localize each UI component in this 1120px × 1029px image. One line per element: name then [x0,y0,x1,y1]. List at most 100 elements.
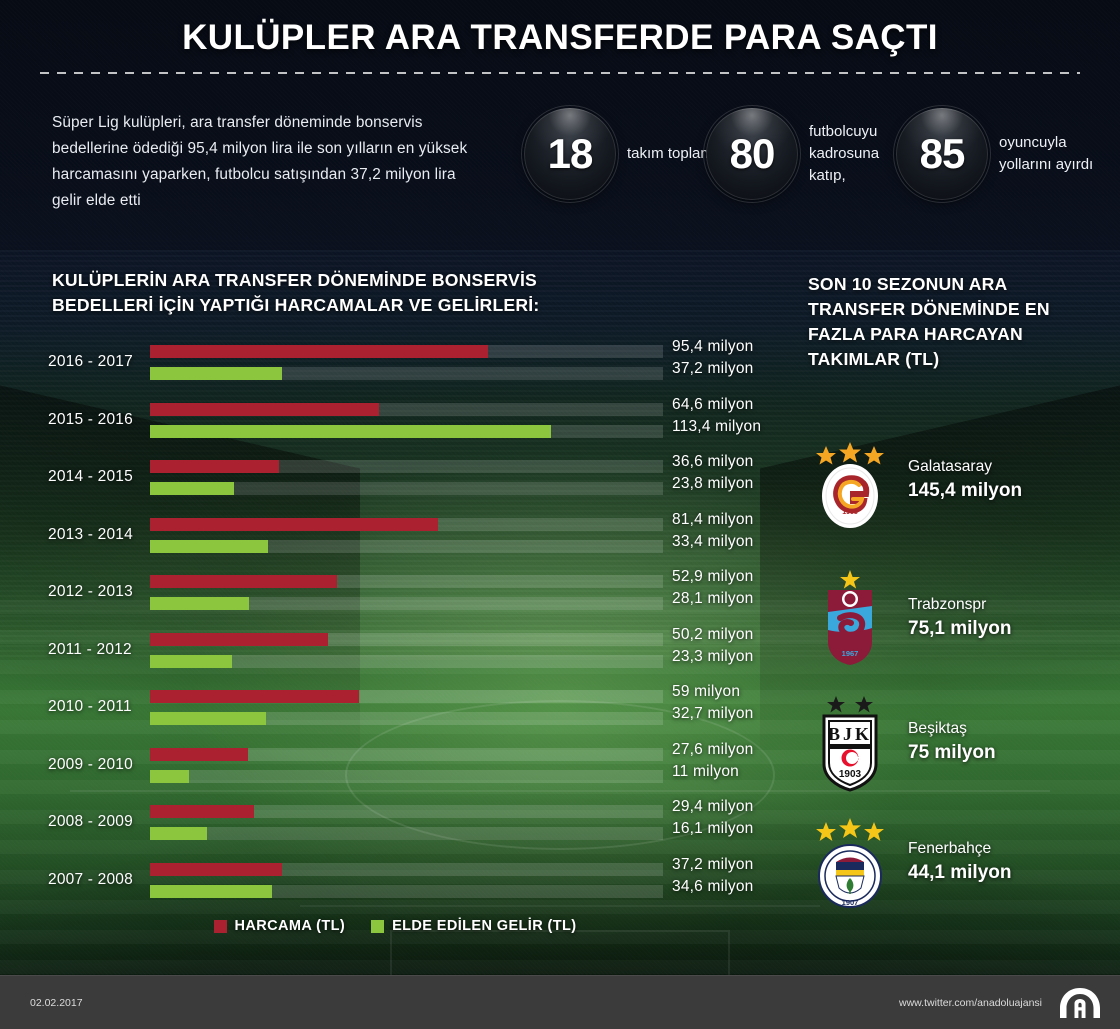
bar-track [150,402,663,416]
bar-fill-gelir [150,539,269,553]
bar-track [150,862,663,876]
bar-track [150,632,663,646]
bar-track [150,539,663,553]
background-pitch-line [300,905,820,907]
bar-value-gelir: 33,4 milyon [672,532,754,550]
bar-fill-harcama [150,575,338,588]
fenerbahce-crest-icon: 1907 [806,812,894,912]
stat-block-teams: 18 takım toplamda [521,105,730,203]
svg-text:BJK: BJK [828,724,872,744]
bar-track [150,805,663,818]
bar-track [150,460,663,473]
bar-fill-harcama [150,402,379,416]
team-row: 1967 Trabzonspr 75,1 milyon [806,568,1012,668]
bar-track [150,712,663,725]
chart-row: 2008 - 2009 29,4 milyon 16,1 milyon [0,797,790,855]
bar-fill-harcama [150,747,248,761]
chart-row: 2011 - 2012 50,2 milyon 23,3 milyon [0,625,790,683]
team-amount: 145,4 milyon [908,480,1023,501]
row-season-label: 2010 - 2011 [48,698,132,715]
bar-value-harcama: 64,6 milyon [672,395,754,413]
bar-track [150,424,663,438]
legend-item-gelir: ELDE EDİLEN GELİR (TL) [371,918,576,934]
bar-fill-harcama [150,517,438,531]
besiktas-crest-icon: BJK 1903 [806,692,894,792]
legend-label-gelir: ELDE EDİLEN GELİR (TL) [392,918,577,934]
chart-row: 2007 - 2008 37,2 milyon 34,6 milyon [0,855,790,913]
stat-circle-departures: 85 [893,105,991,203]
chart-row: 2009 - 2010 27,6 milyon 11 milyon [0,740,790,798]
stat-circle-signings: 80 [703,105,801,203]
team-name: Trabzonspr [908,596,987,613]
stat-circle-teams: 18 [521,105,619,203]
bar-track [150,690,663,703]
stat-number-signings: 80 [729,130,776,177]
team-name: Galatasaray [908,458,993,475]
row-season-label: 2008 - 2009 [48,813,133,830]
background-crowd-texture [0,240,1120,660]
bar-fill-gelir [150,482,235,495]
bar-fill-harcama [150,632,328,646]
team-amount: 75,1 milyon [908,618,1012,639]
team-amount: 75 milyon [908,742,996,763]
footer-twitter-url[interactable]: www.twitter.com/anadoluajansi [899,996,1042,1009]
team-row: 1907 Fenerbahçe 44,1 milyon [806,812,1012,912]
team-name: Fenerbahçe [908,840,992,857]
bar-track [150,884,663,898]
team-name: Beşiktaş [908,720,967,737]
background-penalty-box [390,930,730,980]
bar-fill-gelir [150,597,250,610]
chart-row: 2014 - 2015 36,6 milyon 23,8 milyon [0,452,790,510]
background-center-circle [345,700,775,850]
bar-value-gelir: 23,3 milyon [672,647,754,665]
row-season-label: 2007 - 2008 [48,870,133,888]
bar-track [150,345,663,358]
bar-value-gelir: 32,7 milyon [672,705,754,722]
bar-value-harcama: 37,2 milyon [672,855,754,873]
legend-item-harcama: HARCAMA (TL) [213,918,346,934]
row-season-label: 2012 - 2013 [48,583,133,600]
team-amount: 44,1 milyon [908,862,1012,883]
bar-fill-gelir [150,654,233,668]
aa-logo-icon [1058,986,1102,1020]
bar-fill-gelir [150,367,282,380]
bar-track [150,597,663,610]
bar-value-harcama: 36,6 milyon [672,453,754,470]
bar-value-gelir: 37,2 milyon [672,360,754,377]
bar-track [150,747,663,761]
intro-paragraph: Süper Lig kulüpleri, ara transfer dönemi… [52,114,468,209]
bar-fill-gelir [150,424,552,438]
stat-label-signings: futbolcuyu kadrosuna katıp, [809,123,880,184]
bar-track [150,654,663,668]
bar-fill-gelir [150,827,207,840]
row-season-label: 2009 - 2010 [48,755,133,773]
bar-value-harcama: 81,4 milyon [672,510,754,528]
bar-value-harcama: 27,6 milyon [672,740,754,758]
bar-chart: 2016 - 2017 95,4 milyon 37,2 milyon 2015 - … [0,337,790,912]
bar-value-gelir: 34,6 milyon [672,877,754,895]
bar-fill-harcama [150,690,359,703]
footer-bar: 02.02.2017 www.twitter.com/anadoluajansi [0,975,1120,1029]
page-title: KULÜPLER ARA TRANSFERDE PARA SAÇTI [182,18,938,57]
team-info: Trabzonspr 75,1 milyon [908,596,1012,640]
stat-block-departures: 85 oyuncuyla yollarını ayırdı [893,105,1109,203]
bar-value-harcama: 59 milyon [672,683,741,700]
bar-value-harcama: 29,4 milyon [672,798,754,815]
bar-track [150,367,663,380]
bar-track [150,827,663,840]
bar-fill-harcama [150,805,254,818]
bar-fill-gelir [150,884,273,898]
stat-label-departures: oyuncuyla yollarını ayırdı [999,134,1094,173]
bar-value-harcama: 52,9 milyon [672,568,754,585]
bar-value-gelir: 23,8 milyon [672,475,754,492]
legend-swatch-green [371,919,385,933]
legend-label-harcama: HARCAMA (TL) [234,918,346,934]
bar-track [150,517,663,531]
bar-fill-harcama [150,345,488,358]
chart-row: 2010 - 2011 59 milyon 32,7 milyon [0,682,790,740]
chart-legend: HARCAMA (TL) ELDE EDİLEN GELİR (TL) [0,918,790,934]
bar-fill-gelir [150,769,189,783]
bar-value-gelir: 11 milyon [672,762,739,780]
bar-value-gelir: 16,1 milyon [672,820,754,837]
bar-track [150,575,663,588]
